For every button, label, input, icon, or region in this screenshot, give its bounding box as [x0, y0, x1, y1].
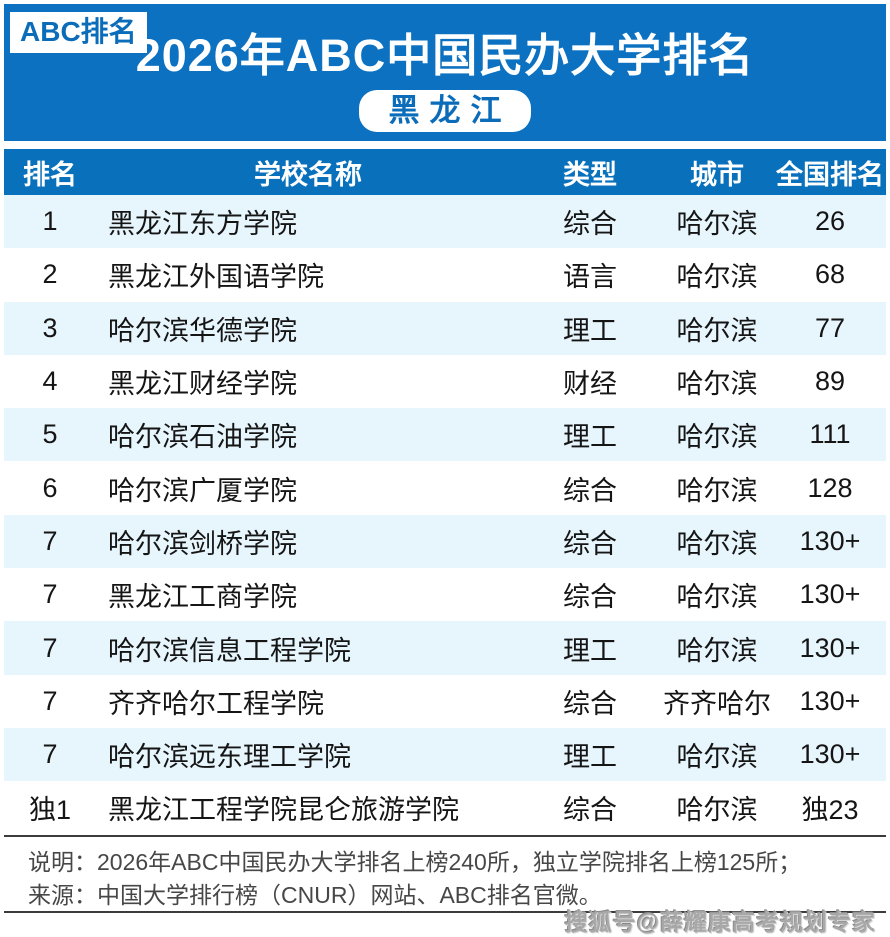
cell-name: 黑龙江东方学院 — [108, 209, 297, 240]
cell-national: 128 — [807, 472, 853, 503]
cell-city: 哈尔滨 — [676, 742, 758, 773]
cell-city: 哈尔滨 — [676, 635, 758, 666]
cell-rank: 3 — [42, 312, 58, 343]
table-row: 1 黑龙江东方学院 综合 哈尔滨 26 — [4, 195, 886, 249]
cell-city: 哈尔滨 — [676, 528, 758, 559]
table-header-row: 排名 学校名称 类型 城市 全国排名 — [4, 149, 886, 195]
cell-city: 哈尔滨 — [676, 422, 758, 453]
cell-city: 哈尔滨 — [676, 262, 758, 293]
cell-national: 独23 — [801, 795, 859, 826]
cell-city: 齐齐哈尔 — [663, 688, 771, 719]
column-header-school: 学校名称 — [254, 159, 362, 190]
cell-rank: 1 — [42, 206, 58, 237]
footer: 说明：2026年ABC中国民办大学排名上榜240所，独立学院排名上榜125所； … — [4, 836, 886, 935]
page-title: 2026年ABC中国民办大学排名 — [135, 30, 755, 81]
cell-national: 130+ — [799, 632, 861, 663]
cell-name: 哈尔滨石油学院 — [108, 422, 297, 453]
footer-top-divider — [4, 834, 886, 837]
cell-rank: 7 — [42, 525, 58, 556]
cell-rank: 独1 — [28, 795, 72, 826]
cell-city: 哈尔滨 — [676, 369, 758, 400]
column-header-rank: 排名 — [23, 159, 77, 190]
region-badge: 黑龙江 — [359, 89, 531, 132]
cell-type: 综合 — [563, 475, 617, 506]
cell-type: 综合 — [563, 688, 617, 719]
cell-rank: 5 — [42, 419, 58, 450]
cell-rank: 6 — [42, 472, 58, 503]
cell-rank: 4 — [42, 366, 58, 397]
cell-name: 哈尔滨华德学院 — [108, 315, 297, 346]
table-row: 7 哈尔滨远东理工学院 理工 哈尔滨 130+ — [4, 727, 886, 782]
cell-type: 理工 — [563, 422, 617, 453]
cell-national: 26 — [814, 206, 846, 237]
cell-national: 130+ — [799, 685, 861, 716]
table-row: 3 哈尔滨华德学院 理工 哈尔滨 77 — [4, 301, 886, 355]
cell-name: 黑龙江外国语学院 — [108, 262, 324, 293]
footer-source: 来源：中国大学排行榜（CNUR）网站、ABC排名官微。 — [28, 881, 602, 908]
banner-table-gap — [4, 141, 886, 149]
cell-type: 语言 — [563, 262, 617, 293]
cell-city: 哈尔滨 — [676, 795, 758, 826]
cell-national: 130+ — [799, 579, 861, 610]
table-body: 1 黑龙江东方学院 综合 哈尔滨 26 2 黑龙江外国语学院 语言 哈尔滨 68 3 哈尔滨华德学院理… — [4, 195, 886, 835]
table-row: 4 黑龙江财经学院 财经 哈尔滨 89 — [4, 354, 886, 409]
cell-city: 哈尔滨 — [676, 582, 758, 613]
cell-rank: 7 — [42, 579, 58, 610]
table-row: 独1 黑龙江工程学院昆仑旅游学院 综合 哈尔滨 独23 — [4, 781, 886, 835]
column-header-city: 城市 — [690, 159, 744, 190]
footer-note: 说明：2026年ABC中国民办大学排名上榜240所，独立学院排名上榜125所； — [28, 848, 802, 875]
column-header-type: 类型 — [563, 159, 617, 190]
cell-rank: 2 — [42, 259, 58, 290]
cell-type: 综合 — [563, 795, 617, 826]
cell-rank: 7 — [42, 739, 58, 770]
cell-name: 哈尔滨广厦学院 — [108, 475, 297, 506]
column-header-national: 全国排名 — [776, 159, 884, 190]
cell-type: 理工 — [563, 635, 617, 666]
cell-type: 综合 — [563, 528, 617, 559]
cell-name: 哈尔滨远东理工学院 — [108, 742, 351, 773]
abc-ranking-badge: ABC排名 — [10, 12, 147, 53]
table-row: 2 黑龙江外国语学院 语言 哈尔滨 68 — [4, 248, 886, 302]
table-row: 7 黑龙江工商学院 综合 哈尔滨 130+ — [4, 568, 886, 622]
cell-city: 哈尔滨 — [676, 315, 758, 346]
footer-bottom-divider — [4, 910, 886, 913]
cell-national: 77 — [814, 312, 846, 343]
cell-national: 130+ — [799, 739, 861, 770]
cell-type: 综合 — [563, 209, 617, 240]
table-row: 7 齐齐哈尔工程学院 综合 齐齐哈尔 130+ — [4, 674, 886, 728]
cell-rank: 7 — [42, 632, 58, 663]
title-banner: ABC排名 2026年ABC中国民办大学排名 黑龙江 — [4, 4, 886, 141]
cell-name: 齐齐哈尔工程学院 — [108, 688, 324, 719]
cell-name: 黑龙江工程学院昆仑旅游学院 — [108, 795, 459, 826]
table-row: 7 哈尔滨剑桥学院 综合 哈尔滨 130+ — [4, 514, 886, 569]
cell-type: 理工 — [563, 742, 617, 773]
cell-name: 黑龙江工商学院 — [108, 582, 297, 613]
table-row: 6 哈尔滨广厦学院 综合 哈尔滨 128 — [4, 461, 886, 515]
cell-city: 哈尔滨 — [676, 209, 758, 240]
cell-name: 哈尔滨信息工程学院 — [108, 635, 351, 666]
cell-national: 111 — [809, 419, 851, 450]
table-row: 5 哈尔滨石油学院 理工 哈尔滨 111 — [4, 408, 886, 462]
cell-type: 综合 — [563, 582, 617, 613]
ranking-infographic: ABC排名 2026年ABC中国民办大学排名 黑龙江 排名 学校名称 类型 城市… — [4, 4, 886, 935]
cell-type: 理工 — [563, 315, 617, 346]
table-row: 7 哈尔滨信息工程学院 理工 哈尔滨 130+ — [4, 621, 886, 675]
cell-name: 哈尔滨剑桥学院 — [108, 528, 297, 559]
cell-type: 财经 — [563, 369, 617, 400]
cell-national: 89 — [814, 366, 846, 397]
cell-name: 黑龙江财经学院 — [108, 369, 297, 400]
cell-city: 哈尔滨 — [676, 475, 758, 506]
cell-national: 130+ — [799, 525, 861, 556]
cell-national: 68 — [814, 259, 846, 290]
sohu-watermark: 搜狐号@薛耀康高考规划专家 — [564, 908, 876, 935]
cell-rank: 7 — [42, 685, 58, 716]
